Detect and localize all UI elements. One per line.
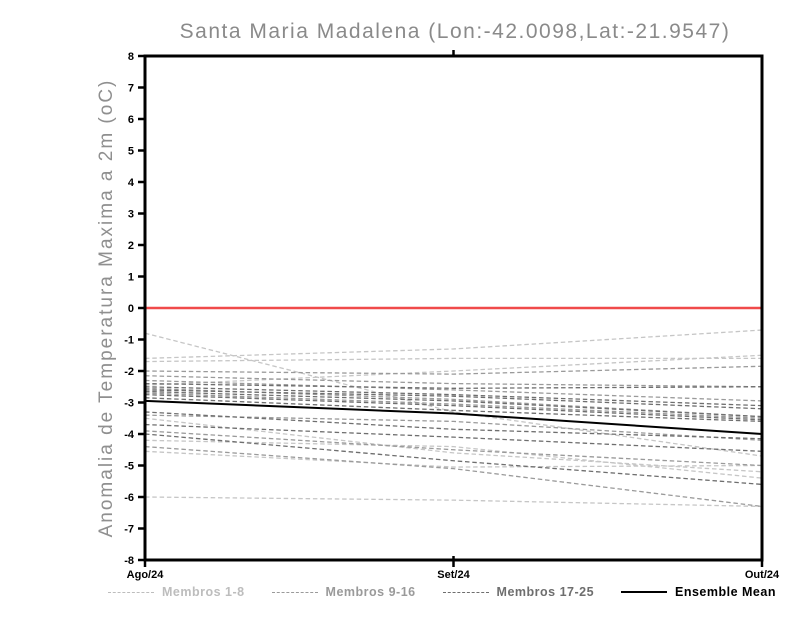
ensemble-member-line [144, 332, 763, 457]
y-axis-tick-label: 8 [128, 51, 134, 63]
y-axis-tick-label: -7 [124, 524, 134, 536]
ensemble-member-line [144, 390, 763, 418]
y-axis-tick-label: 4 [128, 177, 135, 189]
ensemble-member-line [144, 423, 763, 452]
ensemble-mean-line [144, 399, 763, 435]
y-axis-tick-label: 2 [128, 240, 134, 252]
chart-title: Santa Maria Madalena (Lon:-42.0098,Lat:-… [179, 20, 731, 43]
ensemble-member-line [144, 430, 763, 467]
chart-legend: Membros 1-8 Membros 9-16 Membros 17-25 E… [108, 585, 776, 599]
x-axis-tick-label: Ago/24 [127, 569, 165, 581]
y-axis-tick-label: 0 [128, 303, 134, 315]
ensemble-member-line [144, 354, 763, 386]
ensemble-member-line [144, 397, 763, 423]
y-axis-tick-label: -8 [124, 555, 134, 567]
ensemble-member-line [144, 329, 763, 360]
y-axis-tick-label: 5 [128, 146, 134, 158]
ensemble-member-line [144, 357, 762, 363]
y-axis-tick-label: 1 [128, 272, 134, 284]
ensemble-member-line [144, 496, 763, 508]
legend-item-membros-17-25: Membros 17-25 [442, 585, 595, 599]
y-axis-tick-label: -5 [124, 461, 134, 473]
legend-item-membros-9-16: Membros 9-16 [271, 585, 416, 599]
ensemble-member-line [144, 392, 763, 419]
ensemble-member-line [144, 386, 763, 407]
solid-line-sample-icon [621, 591, 667, 593]
ensemble-member-line [144, 411, 763, 440]
ensemble-member-line [144, 375, 763, 388]
y-axis-tick-label: 7 [128, 83, 134, 95]
ensemble-member-line [144, 365, 763, 375]
ensemble-member-line [144, 445, 763, 508]
y-axis-tick-label: 6 [128, 114, 134, 126]
y-axis-tick-label: -6 [124, 492, 134, 504]
x-axis-tick-label: Set/24 [437, 569, 470, 581]
ensemble-member-line [144, 417, 763, 473]
y-axis-tick-label: 3 [128, 209, 134, 221]
ensemble-member-line [144, 387, 763, 418]
legend-label: Membros 1-8 [162, 585, 245, 599]
legend-label: Membros 9-16 [325, 585, 416, 599]
ensemble-member-line [144, 439, 763, 479]
y-axis-tick-label: -4 [124, 429, 135, 441]
ensemble-member-line [144, 450, 763, 468]
y-axis-tick-label: -3 [124, 398, 134, 410]
legend-label: Membros 17-25 [496, 585, 595, 599]
ensemble-member-line [144, 382, 763, 389]
x-axis-tick-label: Out/24 [745, 569, 780, 581]
ensemble-member-line [144, 433, 763, 486]
legend-item-membros-1-8: Membros 1-8 [108, 585, 245, 599]
dashed-line-sample-icon [108, 591, 154, 593]
ensemble-member-line [144, 379, 763, 402]
ensemble-member-line [144, 389, 763, 410]
dashed-line-sample-icon [271, 591, 318, 593]
y-axis-tick-label: -1 [124, 335, 134, 347]
dashed-line-sample-icon [442, 591, 489, 593]
y-axis-tick-label: -2 [124, 366, 134, 378]
ensemble-member-line [144, 393, 763, 421]
legend-item-ensemble-mean: Ensemble Mean [621, 585, 776, 599]
legend-label: Ensemble Mean [675, 585, 776, 599]
